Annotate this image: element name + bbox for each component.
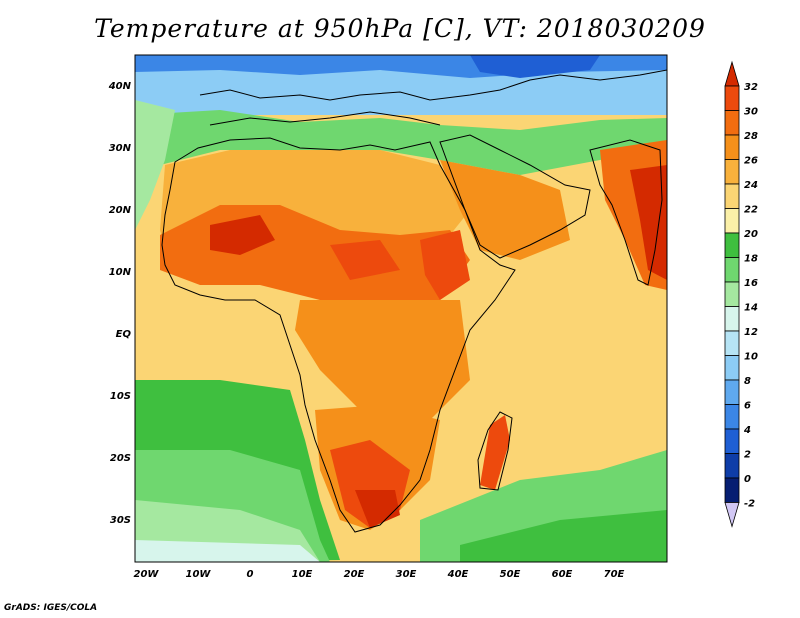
colorbar-top-arrow xyxy=(724,60,740,87)
map-title: Temperature at 950hPa [C], VT: 201803020… xyxy=(94,14,706,43)
field-sahel-hot xyxy=(210,215,275,255)
field-chad-hot xyxy=(330,240,400,280)
lat-label: 10S xyxy=(110,391,131,402)
colorbar-bin xyxy=(724,306,740,332)
arabia-coastline xyxy=(439,134,591,259)
colorbar-bin xyxy=(724,85,740,111)
colorbar-level-label: 14 xyxy=(744,303,758,314)
colorbar-level-label: 2 xyxy=(744,450,751,461)
colorbar-level-label: 4 xyxy=(743,425,751,436)
colorbar-bin xyxy=(724,281,740,307)
field-arabia xyxy=(440,160,570,260)
europe-coastline xyxy=(199,69,667,101)
field-guinea xyxy=(135,290,300,380)
field-mediterranean xyxy=(135,110,667,175)
colorbar-bin xyxy=(724,134,740,160)
colorbar-level-label: 18 xyxy=(744,254,758,265)
lat-label: 30N xyxy=(109,143,132,154)
colorbar-bin xyxy=(724,355,740,381)
field-europe-coldest xyxy=(470,55,600,78)
colorbar-bin xyxy=(724,110,740,136)
colorbar-level-label: -2 xyxy=(744,499,755,510)
colorbar-bin xyxy=(724,257,740,283)
field-south-atlantic-coldest xyxy=(135,540,320,562)
colorbar-level-label: 10 xyxy=(744,352,758,363)
colorbar-bin xyxy=(724,159,740,185)
lon-label: 70E xyxy=(604,569,625,580)
colorbar-level-label: 24 xyxy=(744,180,758,191)
colorbar-bin xyxy=(724,428,740,454)
latitude-axis: 40N 30N 20N 10N EQ 10S 20S 30S xyxy=(108,81,132,526)
colorbar-bin xyxy=(724,232,740,258)
lat-label: 20S xyxy=(110,453,131,464)
lon-label: 0 xyxy=(247,569,254,580)
colorbar-level-label: 32 xyxy=(744,82,758,93)
colorbar-bin xyxy=(724,183,740,209)
field-atlantic-north xyxy=(135,100,175,230)
lat-label: 40N xyxy=(108,81,132,92)
lat-label: 30S xyxy=(110,515,131,526)
plot-frame xyxy=(134,54,668,563)
colorbar-level-label: 0 xyxy=(744,474,751,485)
colorbar-level-label: 16 xyxy=(744,278,758,289)
temperature-field xyxy=(135,55,667,562)
coastlines xyxy=(161,69,667,533)
lon-label: 10W xyxy=(186,569,212,580)
field-south-indian-cold xyxy=(460,510,667,562)
lat-label: 20N xyxy=(109,205,132,216)
lon-label: 30E xyxy=(396,569,417,580)
lat-label: 10N xyxy=(109,267,132,278)
colorbar-level-label: 22 xyxy=(744,205,758,216)
colorbar-level-label: 30 xyxy=(744,107,758,118)
colorbar-bin xyxy=(724,379,740,405)
colorbar-bin xyxy=(724,477,740,503)
field-madagascar xyxy=(480,415,510,490)
colorbar-level-label: 28 xyxy=(744,131,758,142)
africa-coastline xyxy=(161,137,516,533)
lon-label: 40E xyxy=(447,569,469,580)
colorbar-level-label: 6 xyxy=(744,401,751,412)
colorbar-bin xyxy=(724,404,740,430)
lon-label: 50E xyxy=(500,569,521,580)
lon-label: 20E xyxy=(344,569,365,580)
colorbar-level-label: 12 xyxy=(744,327,758,338)
colorbar-level-label: 20 xyxy=(744,229,758,240)
longitude-axis: 20W 10W 0 10E 20E 30E 40E 50E 60E 70E xyxy=(134,569,625,580)
colorbar-bottom-arrow xyxy=(724,502,740,528)
colorbar-bin xyxy=(724,208,740,234)
lon-label: 20W xyxy=(134,569,160,580)
colorbar-level-label: 8 xyxy=(744,376,751,387)
colorbar-level-label: 26 xyxy=(744,156,758,167)
lat-label: EQ xyxy=(116,329,132,340)
grads-credit: GrADS: IGES/COLA xyxy=(4,603,98,613)
lon-label: 10E xyxy=(292,569,313,580)
mediterranean-north xyxy=(209,111,441,126)
field-kalahari-hottest xyxy=(355,490,400,528)
colorbar-bin xyxy=(724,330,740,356)
colorbar-bin xyxy=(724,453,740,479)
madagascar-coastline xyxy=(477,411,513,491)
lon-label: 60E xyxy=(552,569,573,580)
field-india-hot xyxy=(630,165,667,280)
field-central xyxy=(295,300,470,420)
field-ethiopia-hot xyxy=(420,230,470,300)
india-coastline xyxy=(589,139,663,286)
